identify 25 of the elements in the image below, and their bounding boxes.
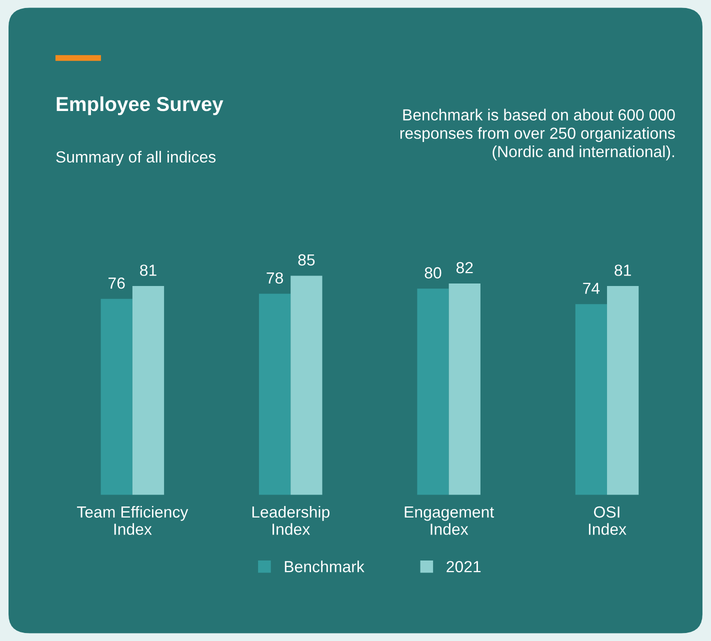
bar	[258, 294, 291, 495]
bar	[100, 298, 132, 495]
data-label: 82	[456, 262, 473, 274]
x-tick-label: Team Efficiency Index	[77, 506, 188, 535]
data-label: 78	[266, 272, 283, 284]
legend-label: 2021	[446, 561, 481, 572]
chart-subtitle: Summary of all indices	[56, 150, 216, 166]
bar	[575, 304, 608, 495]
data-label: 81	[614, 264, 631, 276]
data-label: 74	[583, 282, 600, 294]
bar	[417, 288, 449, 495]
bar	[448, 283, 480, 495]
text: Benchmark is based on about 600 000 responses from over 250 organizations (Nordic and international).	[400, 108, 675, 160]
legend-label: Benchmark	[284, 560, 364, 572]
data-label: 76	[108, 278, 125, 289]
data-label: 80	[424, 267, 442, 278]
bar	[290, 276, 322, 495]
data-label: 85	[298, 254, 315, 266]
x-tick-label: OSI Index	[588, 506, 626, 535]
bar	[132, 286, 164, 495]
x-tick-label: Engagement Index	[404, 506, 494, 535]
chart-title: Employee Survey	[56, 96, 224, 116]
bar	[607, 286, 639, 495]
x-tick-label: Leadership Index	[252, 506, 330, 535]
data-label: 81	[140, 264, 156, 276]
